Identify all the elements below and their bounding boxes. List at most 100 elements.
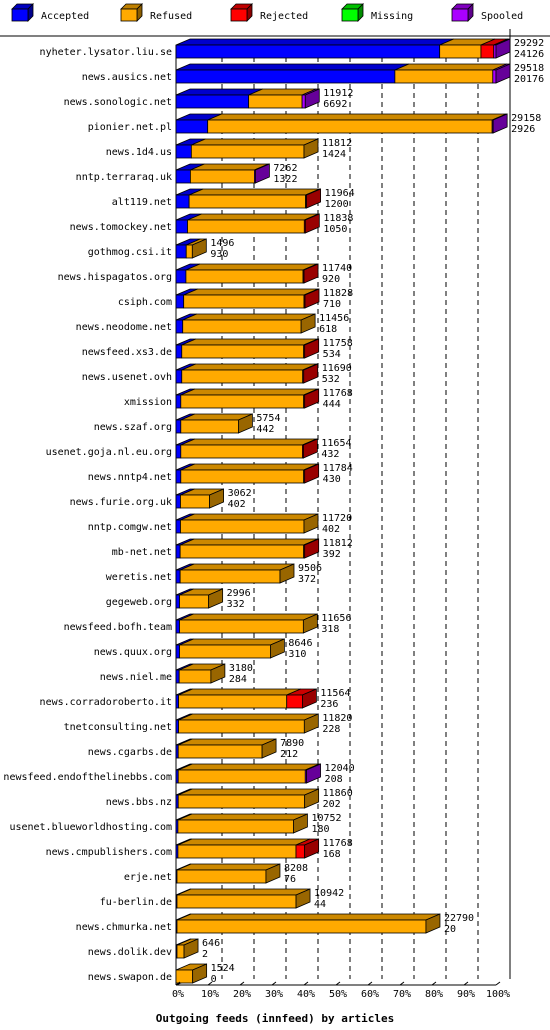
bar-top-refused: [179, 613, 318, 621]
bar-total-label: 11656: [321, 613, 351, 624]
bar-segment-refused: [181, 369, 304, 384]
bar-segment-accepted: [175, 444, 182, 459]
bar-accepted-label: 208: [325, 774, 343, 785]
row-news.furie.org.uk: [175, 488, 225, 509]
row-nntp.terraraq.uk: [175, 163, 270, 184]
bar-segment-refused: [189, 169, 255, 184]
bar-total-label: 5754: [256, 413, 280, 424]
x-tick-label: 90%: [457, 989, 475, 1000]
bar-total-label: 11812: [322, 138, 352, 149]
bar-accepted-label: 920: [322, 274, 340, 285]
bar-segment-spooled: [492, 69, 497, 84]
row-news.nntp4.net: [175, 463, 320, 484]
bar-total-label: 11456: [319, 313, 349, 324]
x-tick-mark: [175, 981, 181, 986]
bar-segment-accepted: [175, 244, 187, 259]
bar-segment-accepted: [175, 294, 185, 309]
bar-segment-accepted: [175, 519, 181, 534]
bar-top-refused: [178, 738, 277, 746]
x-tick-label: 100%: [486, 989, 510, 1000]
row-news.bbs.nz: [175, 788, 320, 809]
bar-total-label: 9506: [298, 563, 322, 574]
x-tick-mark: [431, 981, 437, 986]
bar-top-refused: [178, 788, 319, 796]
bar-total-label: 11564: [320, 688, 350, 699]
bar-accepted-label: 1050: [323, 224, 347, 235]
bar-accepted-label: 1200: [325, 199, 349, 210]
x-tick-mark: [335, 981, 341, 986]
bar-segment-accepted: [175, 544, 181, 559]
bar-top-refused: [176, 888, 311, 896]
bar-accepted-label: 20: [444, 924, 456, 935]
row-newsfeed.xs3.de: [175, 338, 320, 359]
bar-segment-refused: [176, 919, 427, 934]
bar-accepted-label: 442: [256, 424, 274, 435]
x-tick-mark: [399, 981, 405, 986]
bar-segment-accepted: [175, 494, 181, 509]
row-news.quux.org: [175, 638, 285, 659]
x-tick-label: 70%: [393, 989, 411, 1000]
bar-total-label: 3062: [228, 488, 252, 499]
bar-segment-accepted: [175, 594, 180, 609]
row-news.dolik.dev: [175, 938, 199, 959]
bar-segment-refused: [179, 644, 271, 659]
bar-accepted-label: 310: [288, 649, 306, 660]
row-name: news.furie.org.uk: [70, 497, 172, 508]
bar-top-refused: [181, 338, 318, 346]
x-tick-label: 50%: [329, 989, 347, 1000]
bar-top-refused: [187, 213, 319, 221]
bar-segment-refused: [180, 419, 239, 434]
legend-item-accepted: Accepted: [11, 3, 89, 22]
bar-segment-refused: [179, 619, 304, 634]
bar-segment-accepted: [175, 369, 183, 384]
row-news.niel.me: [175, 663, 226, 684]
row-name: news.1d4.us: [106, 147, 172, 158]
bar-total-label: 646: [202, 938, 220, 949]
bar-top-refused: [179, 638, 285, 646]
row-name: newsfeed.bofh.team: [64, 622, 172, 633]
bar-side-refused: [265, 863, 281, 884]
bar-segment-accepted: [175, 69, 396, 84]
bar-segment-refused: [178, 719, 305, 734]
row-news.cgarbs.de: [175, 738, 277, 759]
bar-segment-accepted: [175, 394, 182, 409]
row-name: news.neodome.net: [76, 322, 172, 333]
bar-total-label: 29518: [514, 63, 544, 74]
x-tick-mark: [207, 981, 213, 986]
bar-total-label: 11784: [323, 463, 353, 474]
bar-segment-accepted: [175, 194, 190, 209]
bar-total-label: 10752: [311, 813, 341, 824]
bar-top-refused: [178, 763, 320, 771]
bar-side-rejected: [304, 288, 320, 309]
legend: Accepted Refused Rejected Missing Spooled: [11, 3, 523, 22]
row-news.1d4.us: [175, 138, 319, 159]
legend-item-rejected: Rejected: [230, 3, 308, 22]
x-tick-mark: [463, 981, 469, 986]
bar-total-label: 8208: [284, 863, 308, 874]
bar-side-spooled: [495, 63, 511, 84]
bar-total-label: 11912: [323, 88, 353, 99]
bar-top-refused: [180, 388, 318, 396]
bar-segment-refused: [177, 844, 297, 859]
row-fu-berlin.de: [175, 888, 311, 909]
bar-top-refused: [180, 563, 295, 571]
bar-segment-refused: [183, 294, 305, 309]
bar-segment-accepted: [175, 619, 180, 634]
bar-accepted-label: 532: [322, 374, 340, 385]
row-gothmog.csi.it: [175, 238, 207, 259]
row-weretis.net: [175, 563, 295, 584]
row-name: news.sonologic.net: [64, 97, 172, 108]
bar-total-label: 11820: [322, 713, 352, 724]
legend-item-refused: Refused: [120, 3, 192, 22]
row-name: fu-berlin.de: [100, 897, 172, 908]
x-tick-label: 40%: [297, 989, 315, 1000]
bar-accepted-label: 1424: [322, 149, 346, 160]
row-name: news.cgarbs.de: [88, 747, 172, 758]
bar-side-refused: [192, 963, 208, 984]
row-name: news.ausics.net: [82, 72, 172, 83]
bar-segment-refused: [207, 119, 493, 134]
bar-top-refused: [191, 138, 319, 146]
bar-segment-accepted: [175, 44, 441, 59]
bar-segment-refused: [190, 144, 305, 159]
bar-side-refused: [303, 713, 319, 734]
